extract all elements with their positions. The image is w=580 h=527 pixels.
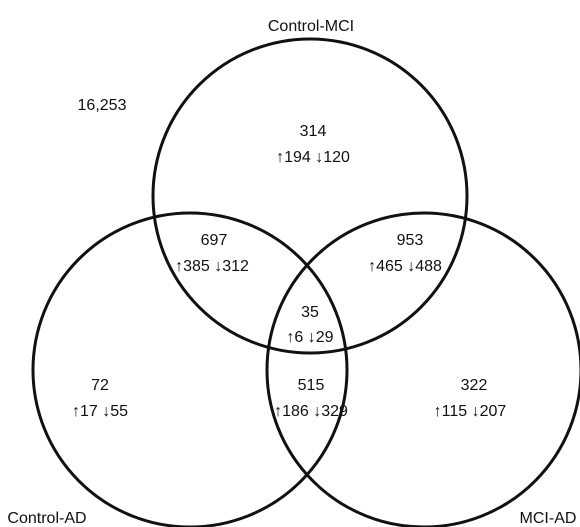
region: 314 ↑194 ↓120 xyxy=(276,123,350,166)
region-total: 697 xyxy=(201,232,228,249)
up-count: 465 xyxy=(376,258,403,275)
region-updown: ↑115 ↓207 xyxy=(434,403,507,420)
down-count: 207 xyxy=(480,403,507,420)
region-updown: ↑17 ↓55 xyxy=(72,403,128,420)
up-count: 385 xyxy=(183,258,210,275)
outside-count: 16,253 xyxy=(78,97,127,114)
down-count: 55 xyxy=(110,403,128,420)
region-updown: ↑194 ↓120 xyxy=(276,149,350,166)
down-count: 488 xyxy=(415,258,442,275)
up-count: 6 xyxy=(294,329,303,346)
region-total: 72 xyxy=(91,377,109,394)
region: 515 ↑186 ↓329 xyxy=(274,377,348,420)
set-circle xyxy=(265,211,580,527)
down-count: 312 xyxy=(222,258,249,275)
up-count: 115 xyxy=(442,403,468,420)
up-count: 194 xyxy=(284,149,311,166)
region: 953 ↑465 ↓488 xyxy=(368,232,442,275)
region: 72 ↑17 ↓55 xyxy=(72,377,128,420)
down-count: 120 xyxy=(323,149,350,166)
set-circle xyxy=(151,37,469,355)
region: 35 ↑6 ↓29 xyxy=(286,304,333,346)
region-total: 314 xyxy=(300,123,327,140)
region-total: 515 xyxy=(298,377,325,394)
region-updown: ↑385 ↓312 xyxy=(175,258,249,275)
down-count: 29 xyxy=(316,329,334,346)
region-total: 35 xyxy=(301,304,319,321)
set-label: MCI-AD xyxy=(520,510,577,527)
region-total: 953 xyxy=(397,232,424,249)
region: 697 ↑385 ↓312 xyxy=(175,232,249,275)
region-updown: ↑465 ↓488 xyxy=(368,258,442,275)
region-total: 322 xyxy=(461,377,488,394)
up-count: 186 xyxy=(282,403,309,420)
set-label: Control-AD xyxy=(7,510,86,527)
down-count: 329 xyxy=(321,403,348,420)
region-updown: ↑6 ↓29 xyxy=(286,329,333,346)
region: 322 ↑115 ↓207 xyxy=(434,377,507,420)
region-updown: ↑186 ↓329 xyxy=(274,403,348,420)
up-count: 17 xyxy=(80,403,98,420)
set-circle xyxy=(31,211,349,527)
set-label: Control-MCI xyxy=(268,18,354,35)
